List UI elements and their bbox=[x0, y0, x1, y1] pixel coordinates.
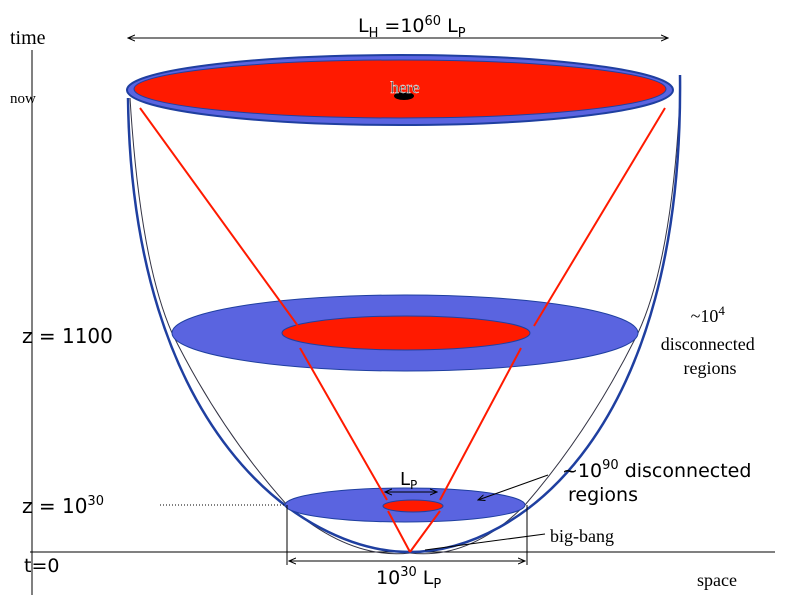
time-label: time bbox=[10, 27, 46, 49]
big-bang-leader bbox=[424, 533, 546, 551]
space-label: space bbox=[697, 570, 737, 590]
here-dot bbox=[394, 92, 414, 100]
planck-horizon bbox=[382, 499, 444, 513]
cone-left bbox=[129, 97, 411, 555]
recombination-horizon bbox=[281, 315, 531, 351]
past-light-cone bbox=[139, 107, 666, 553]
bottom-width-label: 1030 LP bbox=[376, 565, 441, 592]
big-bang-label: big-bang bbox=[550, 526, 614, 546]
horizon-label: LH =1060 LP bbox=[358, 14, 466, 41]
planck-regions: ~1090 disconnected regions bbox=[562, 458, 757, 506]
here-label: here bbox=[390, 78, 419, 97]
regions-arrow bbox=[478, 474, 549, 500]
cone-right bbox=[409, 97, 681, 555]
now-horizon bbox=[133, 59, 667, 119]
planck-length: LP bbox=[400, 469, 417, 492]
now-label: now bbox=[10, 91, 36, 107]
planck-label: z = 1030 bbox=[22, 494, 104, 518]
origin-label: t=0 bbox=[24, 555, 59, 577]
recombination-label: z = 1100 bbox=[22, 324, 113, 348]
recombination-regions: ~104 disconnected regions bbox=[661, 299, 759, 378]
